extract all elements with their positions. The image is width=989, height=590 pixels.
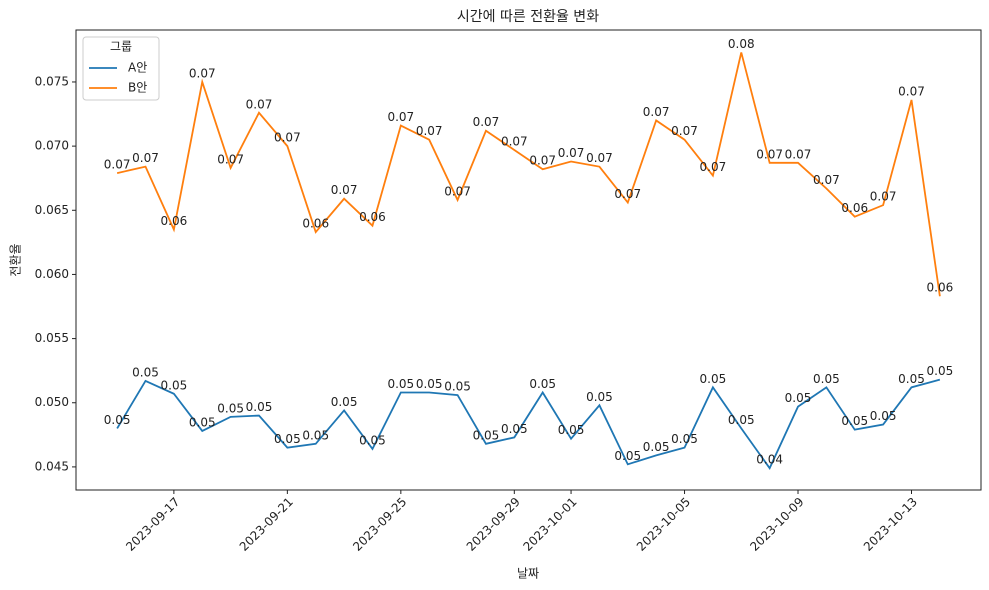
chart-title: 시간에 따른 전환율 변화 [457, 9, 599, 25]
x-tick-label: 2023-09-25 [350, 495, 409, 554]
data-label: 0.07 [246, 97, 273, 111]
data-label: 0.07 [671, 124, 698, 138]
data-label: 0.05 [217, 401, 244, 415]
series-line [116, 378, 941, 470]
data-label: 0.07 [586, 151, 613, 165]
data-label: 0.05 [387, 377, 414, 391]
data-label: 0.07 [558, 146, 585, 160]
y-tick-label: 0.070 [35, 139, 69, 153]
y-tick-label: 0.055 [35, 331, 69, 345]
legend-label: A안 [128, 61, 147, 75]
data-label: 0.05 [416, 377, 443, 391]
data-label: 0.04 [756, 453, 783, 467]
data-label: 0.07 [444, 185, 471, 199]
data-label: 0.05 [700, 372, 727, 386]
plot-area [75, 29, 982, 491]
data-label: 0.06 [359, 210, 386, 224]
data-label: 0.07 [785, 147, 812, 161]
data-label: 0.05 [444, 380, 471, 394]
legend-title: 그룹 [110, 40, 132, 54]
data-label: 0.07 [898, 84, 925, 98]
data-label: 0.07 [189, 66, 216, 80]
data-label: 0.05 [671, 432, 698, 446]
data-label: 0.07 [473, 115, 500, 129]
data-label: 0.05 [189, 415, 216, 429]
legend-label: B안 [128, 81, 147, 95]
data-label: 0.05 [161, 378, 188, 392]
data-label: 0.05 [728, 413, 755, 427]
x-tick-label: 2023-10-09 [747, 495, 806, 554]
data-label: 0.05 [104, 413, 131, 427]
data-label: 0.07 [501, 134, 528, 148]
data-label: 0.05 [246, 400, 273, 414]
data-label: 0.07 [132, 151, 159, 165]
data-label: 0.07 [643, 105, 670, 119]
data-label: 0.05 [529, 377, 556, 391]
data-label: 0.07 [331, 183, 358, 197]
y-axis-label: 전환율 [9, 243, 23, 276]
data-label: 0.05 [359, 433, 386, 447]
data-label: 0.05 [586, 390, 613, 404]
data-label: 0.06 [927, 281, 954, 295]
series-line [116, 52, 941, 297]
data-label: 0.05 [614, 449, 641, 463]
data-label: 0.05 [274, 432, 301, 446]
data-label: 0.06 [302, 217, 329, 231]
data-label: 0.07 [756, 147, 783, 161]
x-tick-label: 2023-09-21 [237, 495, 296, 554]
data-label: 0.07 [104, 158, 131, 172]
data-label: 0.05 [558, 423, 585, 437]
legend-box [82, 36, 160, 101]
x-tick-label: 2023-10-13 [861, 495, 920, 554]
x-tick-label: 2023-09-29 [464, 495, 523, 554]
y-tick-label: 0.045 [35, 459, 69, 473]
x-tick-label: 2023-10-05 [634, 495, 693, 554]
data-label: 0.07 [217, 152, 244, 166]
data-label: 0.05 [785, 391, 812, 405]
x-tick-label: 2023-09-17 [123, 495, 182, 554]
data-label: 0.07 [274, 131, 301, 145]
data-label: 0.06 [841, 201, 868, 215]
y-tick-label: 0.060 [35, 267, 69, 281]
legend: 그룹 A안 B안 [82, 36, 160, 101]
data-label: 0.07 [416, 124, 443, 138]
data-label: 0.07 [529, 154, 556, 168]
data-label: 0.05 [643, 440, 670, 454]
data-label: 0.05 [870, 409, 897, 423]
y-tick-label: 0.065 [35, 203, 69, 217]
data-label: 0.05 [473, 428, 500, 442]
data-label: 0.05 [501, 422, 528, 436]
data-label: 0.07 [387, 110, 414, 124]
data-label: 0.06 [161, 214, 188, 228]
data-label: 0.05 [927, 364, 954, 378]
data-label: 0.05 [132, 365, 159, 379]
data-label: 0.08 [728, 37, 755, 51]
data-label: 0.05 [898, 372, 925, 386]
y-tick-label: 0.050 [35, 395, 69, 409]
data-label: 0.05 [302, 428, 329, 442]
data-label: 0.07 [870, 190, 897, 204]
data-label: 0.05 [841, 414, 868, 428]
data-label: 0.05 [813, 372, 840, 386]
data-label: 0.07 [614, 187, 641, 201]
x-tick-label: 2023-10-01 [520, 495, 579, 554]
data-label: 0.05 [331, 395, 358, 409]
y-tick-label: 0.075 [35, 74, 69, 88]
x-axis-label: 날짜 [517, 567, 539, 581]
data-label: 0.07 [813, 173, 840, 187]
data-label: 0.07 [700, 160, 727, 174]
